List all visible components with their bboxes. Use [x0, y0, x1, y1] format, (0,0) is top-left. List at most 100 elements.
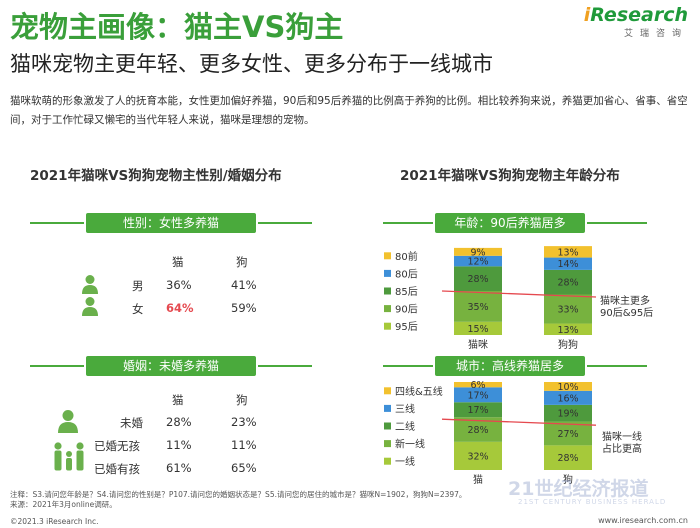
city-divider-right — [587, 365, 647, 367]
x-tick-1: 狗 — [563, 473, 573, 486]
legend-swatch-4 — [384, 457, 391, 465]
bar-label-1-0: 13% — [557, 325, 578, 336]
legend-label-2: 85后 — [395, 286, 418, 298]
marriage-row-nochild-label: 已婚无孩 — [94, 439, 140, 453]
copyright: ©2021.3 iResearch Inc. — [10, 517, 99, 526]
bar-1-2 — [544, 404, 592, 422]
bar-label-1-2: 28% — [557, 278, 578, 289]
legend-swatch-3 — [384, 440, 391, 448]
bar-label-0-3: 12% — [467, 257, 488, 268]
gender-divider-left — [30, 222, 84, 224]
legend-swatch-2 — [384, 287, 391, 295]
website: www.iresearch.com.cn — [598, 516, 688, 525]
bar-1-4 — [544, 246, 592, 258]
bar-label-0-3: 17% — [467, 390, 488, 401]
legend-label-1: 三线 — [395, 402, 415, 415]
legend-label-4: 一线 — [395, 455, 415, 468]
gender-row-female-dog: 59% — [231, 301, 257, 315]
annotation-line-1: 占比更高 — [602, 442, 642, 455]
bar-label-1-3: 16% — [557, 393, 578, 404]
gender-row-male-cat: 36% — [166, 278, 192, 292]
legend-label-2: 二线 — [395, 420, 415, 433]
marriage-row-nochild-dog: 11% — [231, 438, 257, 452]
marriage-row-single-cat: 28% — [166, 415, 192, 429]
bar-0-0 — [454, 441, 502, 470]
watermark-sub: 21ST CENTURY BUSINESS HERALD — [518, 498, 667, 506]
city-divider-left — [383, 365, 433, 367]
bar-0-1 — [454, 291, 502, 322]
reference-line — [441, 290, 597, 298]
bar-0-4 — [454, 247, 502, 256]
bar-1-2 — [544, 269, 592, 295]
intro-paragraph: 猫咪软萌的形象激发了人的抚育本能，女性更加偏好养猫，90后和95后养猫的比例高于… — [10, 95, 688, 126]
male-person-icon — [82, 274, 98, 294]
bar-label-0-0: 32% — [467, 451, 488, 462]
age-badge: 年龄：90后养猫居多 — [435, 213, 585, 233]
bar-label-1-3: 14% — [557, 259, 578, 270]
logo-sub: 艾瑞咨询 — [623, 29, 688, 39]
legend-label-3: 新一线 — [395, 438, 425, 451]
x-tick-0: 猫咪 — [468, 338, 488, 350]
right-panel-title: 2021年猫咪VS狗狗宠物主年龄分布 — [400, 168, 620, 184]
bar-label-1-2: 19% — [557, 409, 578, 420]
marriage-col-cat: 猫 — [172, 393, 184, 407]
bar-label-0-4: 9% — [470, 247, 485, 258]
bar-1-4 — [544, 382, 592, 391]
legend-label-4: 95后 — [395, 321, 418, 333]
bar-0-2 — [454, 266, 502, 291]
bar-label-1-4: 13% — [557, 247, 578, 258]
legend-label-1: 80后 — [395, 268, 418, 280]
bar-label-0-2: 28% — [467, 274, 488, 285]
annotation-line-0: 猫咪一线 — [602, 430, 642, 443]
marriage-row-single-label: 未婚 — [120, 416, 143, 430]
bar-label-1-0: 28% — [557, 453, 578, 464]
logo-rest: Research — [590, 4, 688, 26]
bar-0-3 — [454, 387, 502, 403]
bar-1-0 — [544, 323, 592, 335]
marriage-divider-right — [258, 365, 312, 367]
legend-swatch-1 — [384, 269, 391, 277]
bar-1-3 — [544, 390, 592, 405]
marriage-col-dog: 狗 — [236, 393, 248, 407]
marriage-row-child-label: 已婚有孩 — [94, 462, 140, 476]
logo-brand: iResearch — [584, 4, 688, 26]
legend-swatch-0 — [384, 387, 391, 395]
bar-0-4 — [454, 382, 502, 388]
bar-1-3 — [544, 257, 592, 270]
gender-col-cat: 猫 — [172, 255, 184, 269]
bar-label-0-0: 15% — [467, 324, 488, 335]
watermark: 21世纪经济报道 — [508, 478, 649, 500]
bar-label-1-1: 33% — [557, 305, 578, 316]
gender-row-male-dog: 41% — [231, 278, 257, 292]
marriage-row-single-dog: 23% — [231, 415, 257, 429]
bar-0-2 — [454, 402, 502, 418]
legend-label-3: 90后 — [395, 304, 418, 316]
age-distribution-chart: 80前 80后 85后 90后 95后 15% 35% 28% 12%9% 猫咪 13% 33% 28%… — [384, 246, 653, 350]
annotation-line-0: 猫咪主更多 — [600, 294, 650, 307]
gender-row-female-label: 女 — [132, 302, 144, 316]
x-tick-0: 猫 — [473, 473, 483, 486]
legend-swatch-0 — [384, 252, 391, 260]
legend-swatch-3 — [384, 305, 391, 313]
legend-label-0: 四线&五线 — [395, 385, 443, 398]
gender-col-dog: 狗 — [236, 255, 248, 269]
bar-0-0 — [454, 321, 502, 335]
age-divider-right — [587, 222, 647, 224]
bar-label-0-1: 35% — [467, 302, 488, 313]
gender-row-female-cat: 64% — [166, 301, 194, 315]
single-person-icon — [58, 409, 78, 433]
reference-line — [441, 418, 597, 426]
bar-1-1 — [544, 421, 592, 446]
x-tick-1: 狗狗 — [558, 338, 578, 350]
logo-i: i — [583, 4, 591, 26]
bar-label-0-2: 17% — [467, 405, 488, 416]
legend-swatch-1 — [384, 404, 391, 412]
marriage-badge: 婚姻：未婚多养猫 — [86, 356, 256, 376]
gender-row-male-label: 男 — [132, 279, 144, 293]
bar-label-1-4: 10% — [557, 382, 578, 393]
bar-label-0-4: 6% — [470, 380, 485, 391]
legend-swatch-4 — [384, 322, 391, 330]
iresearch-logo: iResearch 艾瑞咨询 — [584, 4, 688, 39]
gender-divider-right — [258, 222, 312, 224]
city-badge: 城市：高线养猫居多 — [435, 356, 585, 376]
